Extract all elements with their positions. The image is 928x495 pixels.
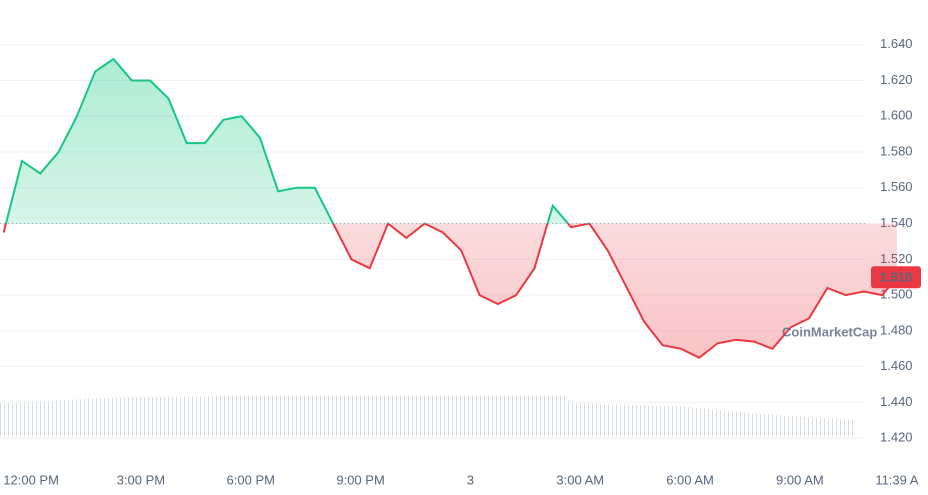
x-tick-label: 3:00 PM [117, 472, 165, 487]
y-tick-label: 1.420 [880, 430, 913, 445]
area-above [5, 59, 569, 224]
x-tick-label: 11:39 A [875, 472, 918, 487]
y-tick-label: 1.460 [880, 358, 913, 373]
y-tick-label: 1.640 [880, 36, 913, 51]
y-tick-label: 1.600 [880, 108, 913, 123]
price-line-above [4, 57, 591, 224]
y-tick-label: 1.580 [880, 143, 913, 158]
area-below [3, 223, 897, 358]
x-tick-label: 12:00 PM [3, 472, 59, 487]
y-tick-label: 1.480 [880, 322, 913, 337]
x-tick-label: 6:00 PM [227, 472, 275, 487]
x-tick-label: 3:00 AM [556, 472, 604, 487]
x-tick-label: 9:00 AM [776, 472, 824, 487]
y-tick-label: 1.620 [880, 72, 913, 87]
price-tag [871, 266, 921, 289]
price-tag-label: 1.510 [880, 270, 913, 285]
y-tick-label: 1.560 [880, 179, 913, 194]
x-tick-label: 3 [467, 472, 474, 487]
watermark: CoinMarketCap [782, 324, 877, 339]
y-tick-label: 1.440 [880, 394, 913, 409]
x-tick-label: 6:00 AM [666, 472, 714, 487]
x-tick-label: 9:00 PM [336, 472, 384, 487]
y-tick-label: 1.500 [880, 287, 913, 302]
price-line-below [2, 223, 898, 359]
